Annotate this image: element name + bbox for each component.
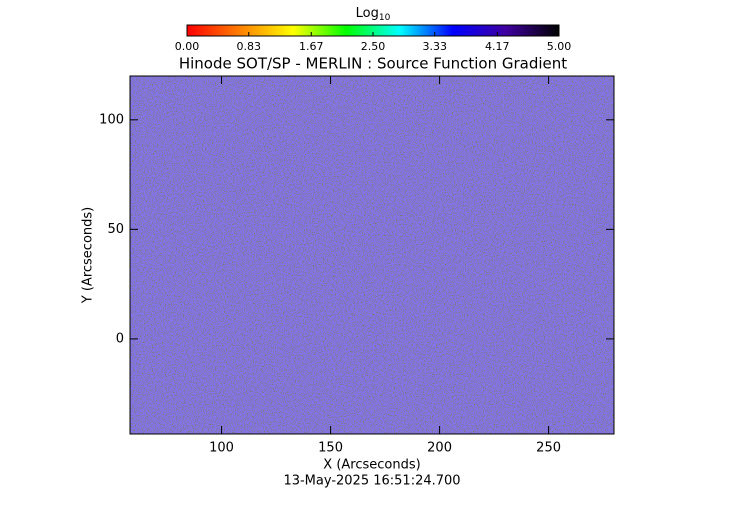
colorbar-label-sub: 10 (379, 13, 391, 23)
colorbar-tick-label: 2.50 (361, 40, 386, 53)
y-axis-label: Y (Arcseconds) (81, 207, 96, 304)
colorbar-tick-label: 4.17 (485, 40, 510, 53)
y-tick-label: 0 (116, 331, 124, 346)
x-axis-label: X (Arcseconds) (323, 458, 420, 473)
colorbar-tick-label: 0.00 (175, 40, 200, 53)
plot-frame (129, 75, 615, 435)
colorbar-tick-label: 1.67 (299, 40, 324, 53)
heatmap-image (130, 76, 614, 434)
chart-title: Hinode SOT/SP - MERLIN : Source Function… (179, 55, 567, 73)
colorbar-label-text: Log (356, 6, 379, 21)
colorbar-tick-label: 3.33 (423, 40, 448, 53)
x-tick-label: 200 (427, 441, 452, 456)
colorbar-label: Log10 (356, 6, 391, 23)
x-tick-label: 100 (209, 441, 234, 456)
y-tick-label: 50 (107, 222, 124, 237)
colorbar-tick-label: 0.83 (237, 40, 262, 53)
y-tick-label: 100 (99, 112, 124, 127)
x-tick-label: 250 (536, 441, 561, 456)
colorbar-tick-label: 5.00 (547, 40, 572, 53)
footer-timestamp: 13-May-2025 16:51:24.700 (283, 474, 460, 489)
x-tick-label: 150 (318, 441, 343, 456)
